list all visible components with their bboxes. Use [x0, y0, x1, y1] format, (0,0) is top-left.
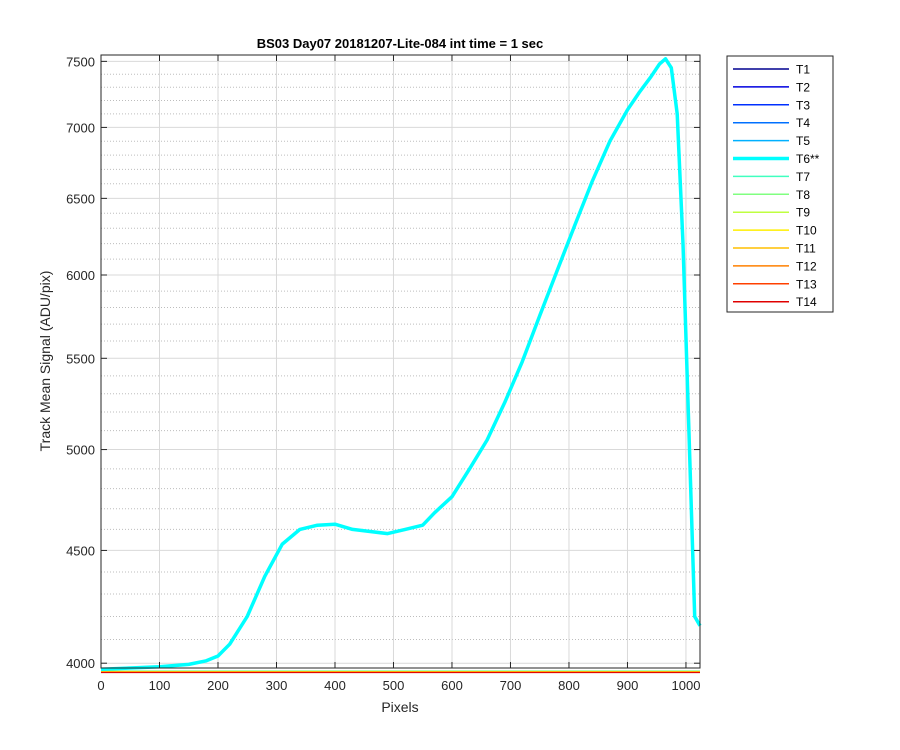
y-axis-label: Track Mean Signal (ADU/pix)	[37, 271, 53, 452]
x-tick-label: 200	[207, 678, 229, 693]
legend-entry-label: T11	[796, 242, 816, 256]
x-tick-label: 1000	[672, 678, 701, 693]
legend-entry-label: T10	[796, 224, 817, 238]
x-tick-label: 900	[617, 678, 639, 693]
x-tick-label: 300	[266, 678, 288, 693]
legend-entry-label: T12	[796, 259, 817, 273]
legend-entry-label: T1	[796, 63, 810, 77]
x-axis-ticks: 0 100 200 300 400 500 600 700 800 900 1000	[97, 55, 700, 693]
plot-frame	[100, 54, 701, 669]
legend-entry-label: T14	[796, 295, 817, 309]
y-tick-label: 6000	[66, 268, 95, 283]
legend-entry-label: T8	[796, 188, 810, 202]
legend-entry-label: T3	[796, 98, 810, 112]
x-tick-label: 500	[383, 678, 405, 693]
legend-entry-label: T9	[796, 206, 810, 220]
legend-box	[726, 55, 834, 313]
legend: T1 T2 T3 T4 T5 T6** T7 T8 T9 T10 T11 T12 T13 T14	[726, 55, 834, 313]
x-tick-label: 700	[500, 678, 522, 693]
x-tick-label: 600	[441, 678, 463, 693]
legend-entry-label: T13	[796, 277, 817, 291]
x-tick-label: 400	[324, 678, 346, 693]
y-tick-label: 4000	[66, 656, 95, 671]
legend-entry-label: T2	[796, 80, 810, 94]
grid-lines	[100, 55, 700, 668]
y-tick-label: 5000	[66, 443, 95, 458]
x-tick-label: 800	[558, 678, 580, 693]
y-axis-ticks: 4000 4500 5000 5500 6000 6500 7000 7500	[66, 54, 700, 671]
legend-entry-label: T7	[796, 170, 810, 184]
legend-entry-label: T4	[796, 116, 810, 130]
x-tick-label: 0	[97, 678, 104, 693]
legend-entry-label: T6**	[796, 152, 820, 166]
y-tick-label: 7000	[66, 120, 95, 135]
x-axis-label: Pixels	[381, 699, 418, 715]
y-tick-label: 6500	[66, 191, 95, 206]
y-tick-label: 5500	[66, 351, 95, 366]
series-layer	[100, 57, 702, 674]
chart-title: BS03 Day07 20181207-Lite-084 int time = …	[257, 36, 544, 51]
y-tick-label: 7500	[66, 54, 95, 69]
x-tick-label: 100	[149, 678, 171, 693]
legend-entry-label: T5	[796, 134, 810, 148]
y-tick-label: 4500	[66, 543, 95, 558]
series-line-highlighted	[100, 57, 702, 671]
